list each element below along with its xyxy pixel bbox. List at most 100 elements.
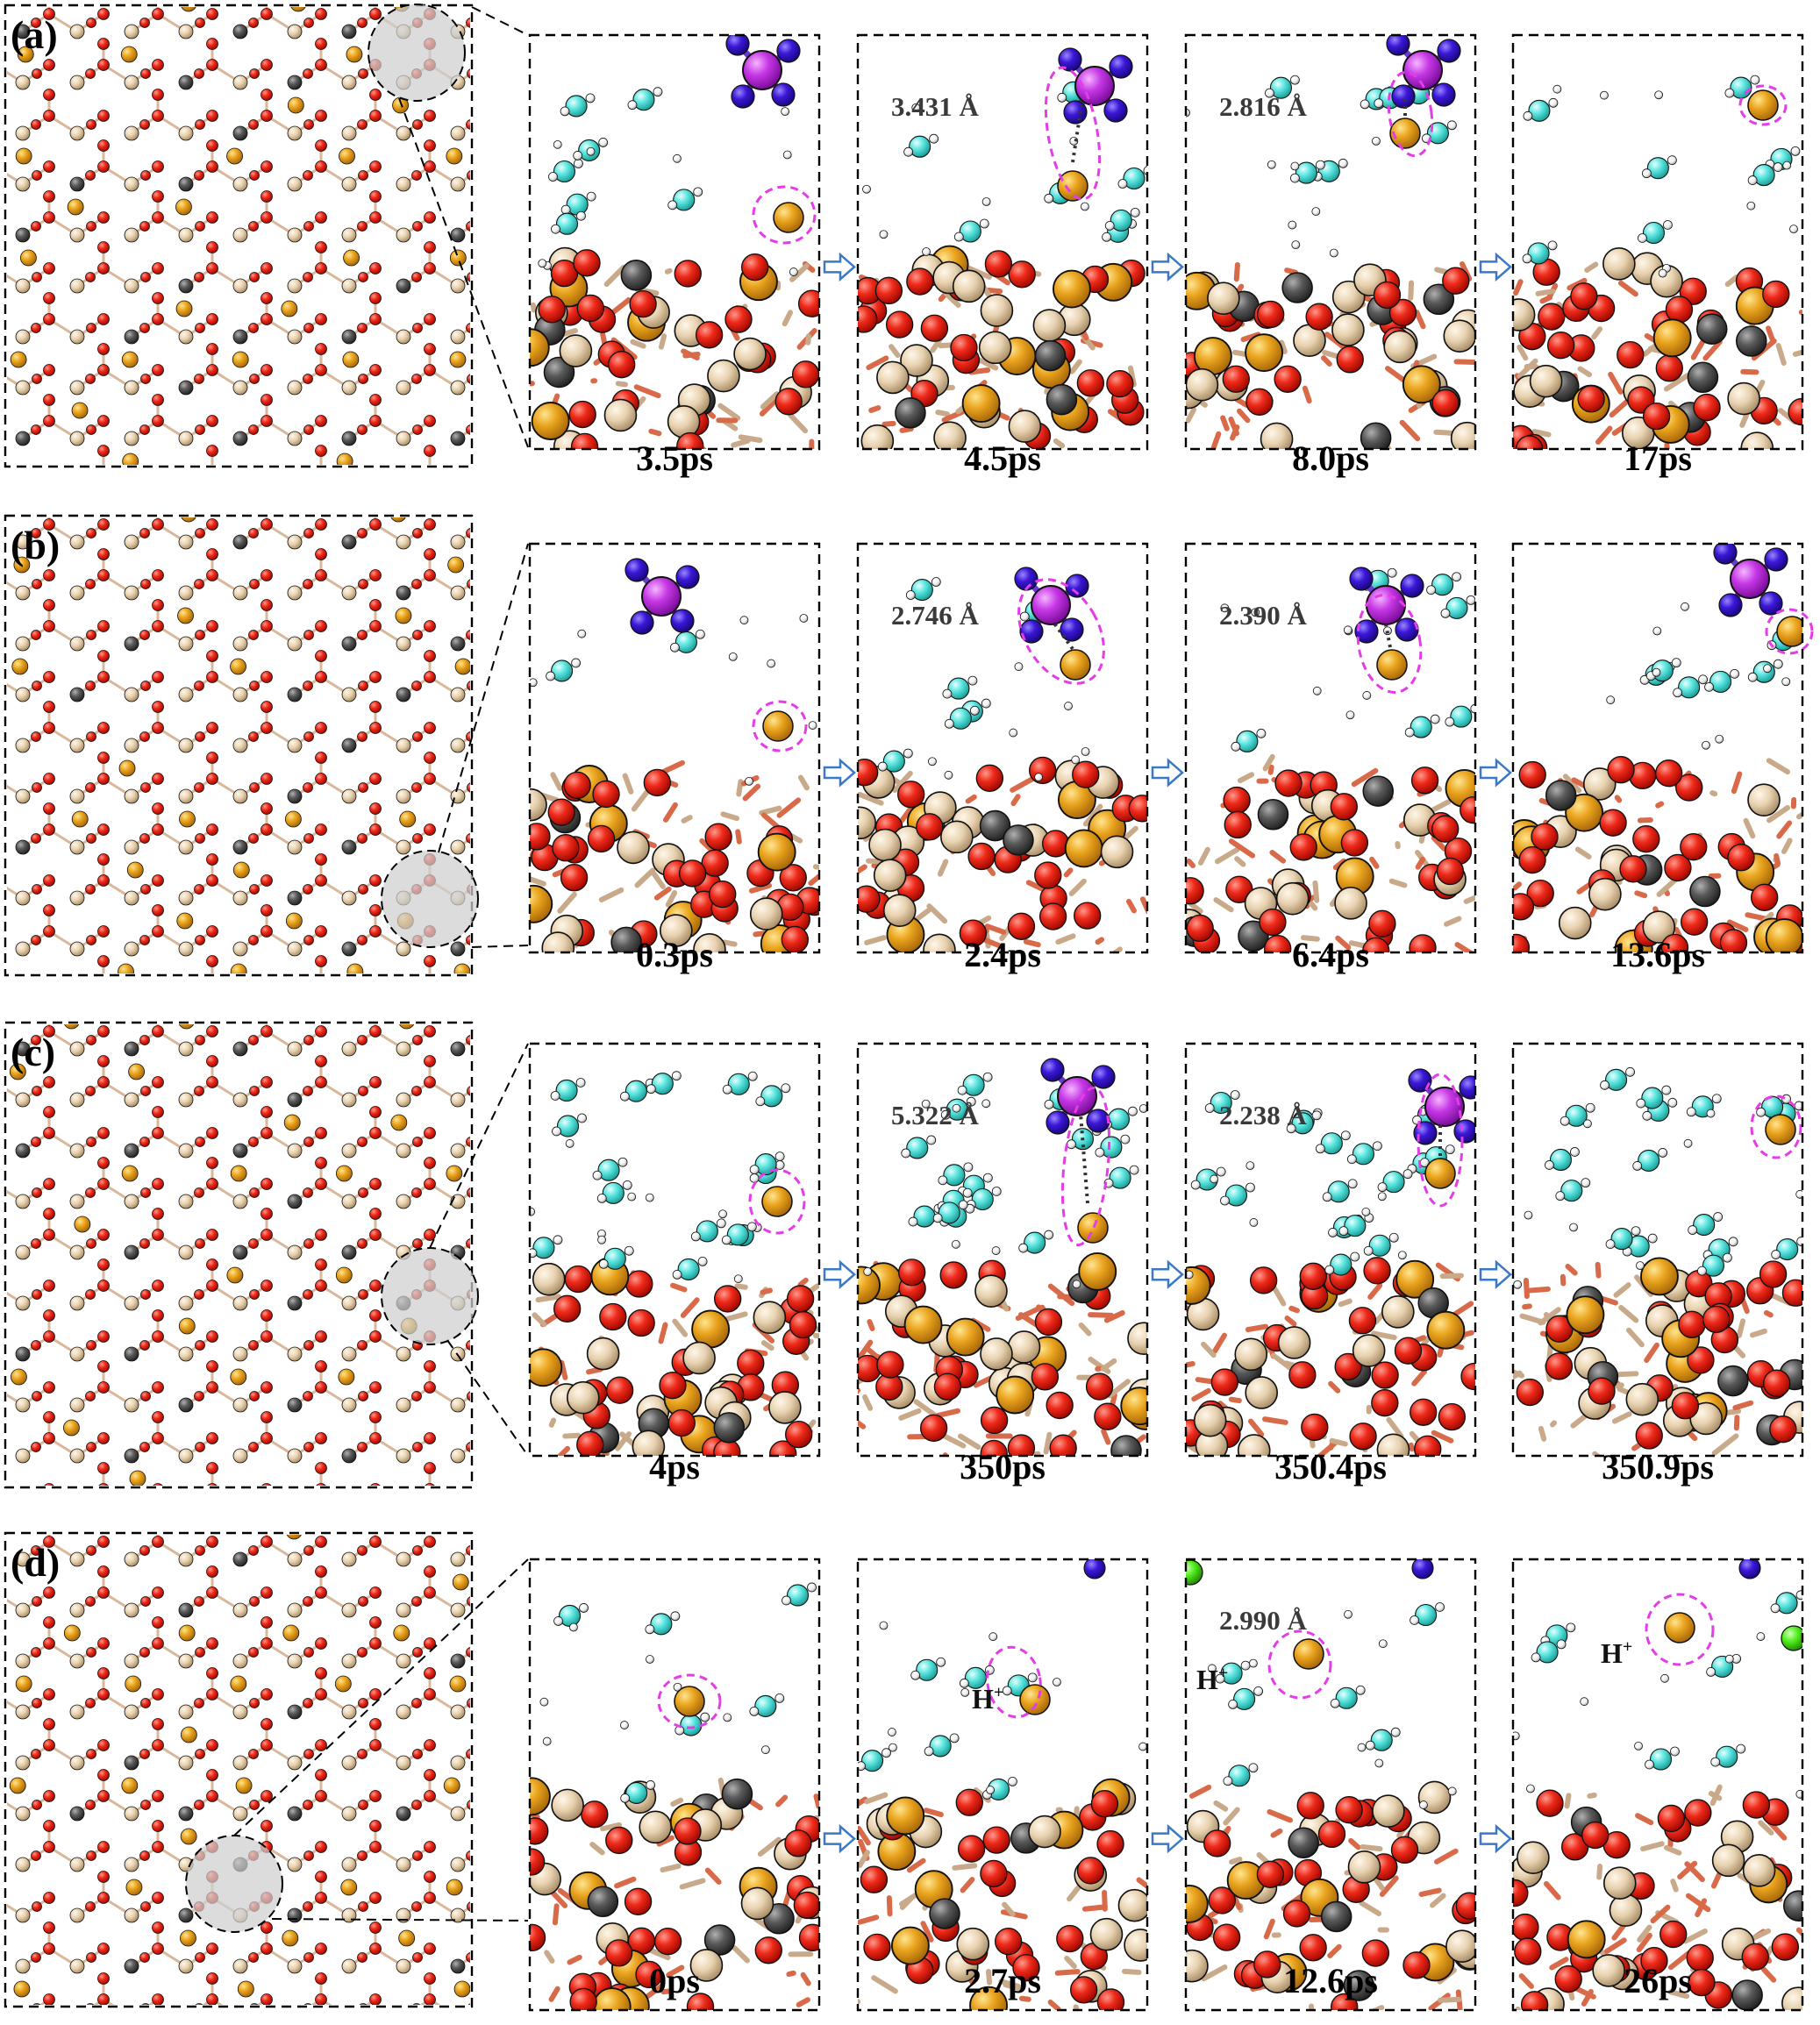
oxygen-atom: [358, 782, 368, 793]
oxygen-atom: [315, 38, 327, 50]
oxygen-atom: [139, 323, 150, 333]
bond: [608, 296, 632, 317]
oxygen-atom: [152, 599, 164, 611]
oxygen-atom: [630, 171, 639, 181]
oxygen-atom: [424, 1462, 436, 1474]
water-oxygen-atom: [1678, 676, 1701, 699]
cation-atom: [63, 1624, 81, 1642]
oxygen-atom: [1362, 937, 1390, 952]
oxygen-atom: [588, 1535, 599, 1546]
silicon-atom: [505, 1296, 519, 1310]
oxygen-atom: [479, 977, 490, 988]
cation-atom: [449, 249, 467, 267]
bond: [512, 1542, 539, 1559]
oxygen-atom: [249, 1187, 260, 1198]
oxygen-atom: [631, 1037, 640, 1047]
water-oxygen-atom: [947, 677, 970, 700]
bond: [530, 302, 537, 313]
aluminum-atom: [178, 176, 194, 192]
silicon-atom: [124, 839, 139, 855]
oxygen-atom: [642, 111, 653, 122]
oxygen-atom: [359, 1494, 368, 1503]
water-oxygen-atom: [1642, 221, 1665, 245]
silicon-atom: [178, 1958, 194, 1974]
water-oxygen-atom: [760, 1085, 783, 1108]
bond: [621, 524, 647, 542]
oxygen-atom: [479, 1433, 490, 1444]
silicon-atom: [668, 789, 682, 803]
oxygen-atom: [412, 1035, 423, 1045]
oxygen-atom: [152, 1381, 164, 1394]
oxygen-atom: [152, 1943, 164, 1955]
oxygen-atom: [303, 579, 313, 589]
oxygen-atom: [576, 374, 586, 384]
bond: [1609, 396, 1632, 418]
oxygen-atom: [315, 1432, 327, 1444]
oxygen-atom: [261, 977, 273, 988]
bond: [567, 1540, 593, 1558]
bond: [1663, 373, 1691, 392]
distance-label: 2.746 Å: [891, 600, 980, 631]
oxygen-atom: [315, 1157, 327, 1169]
oxygen-atom: [140, 1901, 151, 1912]
oxygen-atom: [424, 415, 436, 427]
oxygen-atom: [560, 864, 589, 892]
bond: [986, 287, 1003, 295]
aluminum-atom: [1110, 1435, 1142, 1456]
oxygen-atom: [1655, 759, 1683, 788]
oxygen-atom: [696, 1280, 708, 1292]
oxygen-atom: [370, 977, 382, 988]
oxygen-atom: [411, 170, 422, 181]
silicon-atom: [341, 1143, 357, 1159]
cation-atom: [858, 1266, 881, 1305]
highlight-ring: [1387, 70, 1434, 158]
oxygen-atom: [316, 467, 327, 478]
oxygen-atom: [575, 1648, 585, 1658]
aluminum-atom: [178, 380, 194, 396]
silicon-atom: [753, 1301, 787, 1335]
oxygen-atom: [479, 1689, 490, 1701]
oxygen-atom: [248, 1647, 259, 1658]
oxygen-atom: [206, 1229, 218, 1241]
silicon-atom: [124, 687, 139, 702]
silicon-atom: [952, 269, 986, 303]
silicon-atom: [69, 431, 85, 446]
silicon-atom: [396, 1755, 411, 1771]
aluminum-atom: [15, 1346, 31, 1362]
oxygen-atom: [358, 1289, 368, 1300]
oxygen-atom: [357, 1545, 368, 1556]
bond: [776, 797, 802, 818]
oxygen-atom: [424, 1157, 436, 1169]
aluminum-atom: [232, 534, 248, 550]
bond: [593, 524, 621, 542]
cation-atom: [285, 912, 303, 930]
hydrogen-atom: [627, 1192, 637, 1201]
oxygen-atom: [31, 528, 41, 538]
oxygen-atom: [424, 313, 436, 325]
cation-atom: [452, 1573, 469, 1591]
oxygen-atom: [206, 1330, 218, 1343]
bond: [670, 1282, 688, 1293]
cation-atom: [121, 1777, 139, 1794]
silicon-atom: [125, 993, 139, 1007]
oxygen-atom: [466, 935, 470, 945]
silicon-atom: [668, 993, 682, 1007]
oxygen-atom: [369, 1739, 382, 1751]
bond: [621, 881, 647, 898]
oxygen-atom: [479, 926, 490, 938]
bond: [1210, 431, 1222, 449]
silicon-atom: [341, 1857, 357, 1872]
aluminum-atom: [124, 1244, 139, 1260]
cation-atom: [282, 1929, 299, 1947]
snapshot-frame-c2: 5.322 Å: [856, 1042, 1149, 1458]
ammonium-center-atom: [1031, 585, 1071, 625]
cation-atom: [128, 1063, 146, 1080]
oxygen-atom: [1513, 933, 1531, 952]
oxygen-atom: [369, 518, 382, 531]
oxygen-atom: [0, 1689, 1, 1701]
oxygen-atom: [315, 1637, 327, 1650]
silicon-atom: [868, 828, 902, 862]
hydrogen-atom: [1251, 608, 1260, 617]
silicon-atom: [69, 1295, 85, 1311]
cation-atom: [946, 1317, 985, 1357]
